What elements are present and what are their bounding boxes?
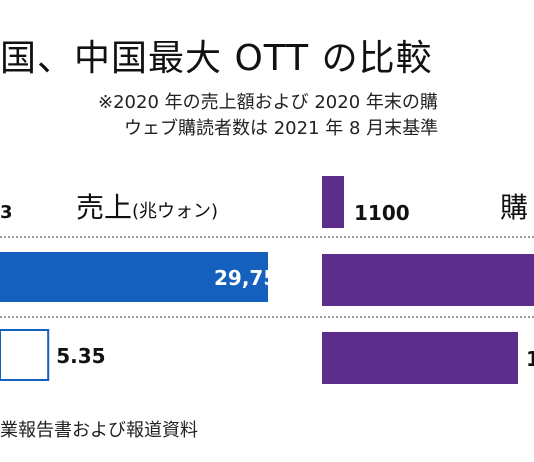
subscribers-bar-2 bbox=[322, 254, 534, 306]
sales-bar-2 bbox=[0, 329, 50, 381]
sales-top-label: 3 bbox=[0, 202, 13, 223]
chart-title: 国、中国最大 OTT の比較 bbox=[0, 38, 433, 79]
sales-header: 売上(兆ウォン) bbox=[76, 186, 218, 226]
subscribers-bar-1 bbox=[322, 176, 344, 228]
subscribers-header: 購 bbox=[500, 191, 529, 224]
sales-value-label-1: 29,75 bbox=[214, 266, 277, 290]
sales-bar-1 bbox=[0, 252, 268, 302]
note-line-1: ※2020 年の売上額および 2020 年末の購 bbox=[98, 92, 438, 113]
sales-value-label-2: 5.35 bbox=[56, 344, 105, 368]
row-divider-1 bbox=[0, 236, 534, 238]
subscribers-value-label-3: 1 bbox=[526, 347, 534, 371]
row-divider-2 bbox=[0, 316, 534, 318]
subscribers-value-label-1: 1100 bbox=[354, 201, 410, 225]
source-footer: 業報告書および報道資料 bbox=[0, 420, 198, 441]
subscribers-bar-3 bbox=[322, 332, 518, 384]
sales-header-title: 売上 bbox=[76, 191, 133, 224]
note-line-2: ウェブ購読者数は 2021 年 8 月末基準 bbox=[124, 118, 439, 139]
sales-header-unit: (兆ウォン) bbox=[132, 201, 219, 222]
